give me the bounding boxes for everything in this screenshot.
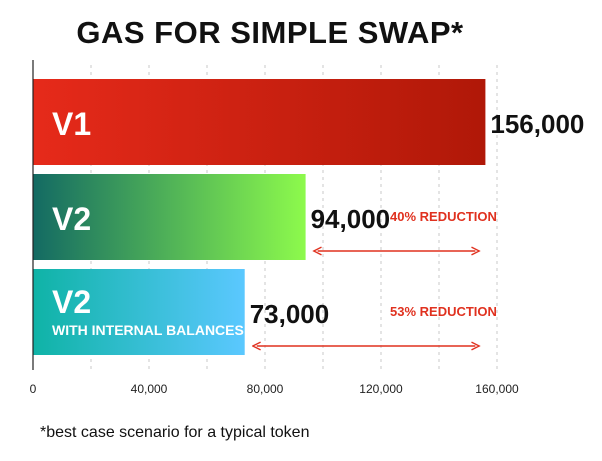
x-tick-label: 0 xyxy=(30,382,37,396)
value-label: 156,000 xyxy=(490,109,584,139)
x-tick-label: 160,000 xyxy=(475,382,519,396)
bars-layer xyxy=(33,79,486,355)
footnote: *best case scenario for a typical token xyxy=(40,424,310,441)
bar-0 xyxy=(33,79,486,165)
x-tick-label: 40,000 xyxy=(131,382,168,396)
category-label: V1 xyxy=(52,106,91,142)
x-axis: 0 40,000 80,000 120,000 160,000 xyxy=(30,60,519,396)
bar-1 xyxy=(33,174,306,260)
bar-2 xyxy=(33,269,245,355)
value-label: 94,000 xyxy=(311,204,391,234)
chart-title: GAS FOR SIMPLE SWAP* xyxy=(76,15,464,50)
value-label: 73,000 xyxy=(250,299,330,329)
category-label: V2 xyxy=(52,201,91,237)
reduction-label: 53% REDUCTION xyxy=(390,304,497,319)
reduction-label: 40% REDUCTION xyxy=(390,209,497,224)
labels-layer: V1 156,000 V2 94,000 V2 WITH INTERNAL BALANCE… xyxy=(52,106,584,338)
annotations-layer: 40% REDUCTION 53% REDUCTION xyxy=(257,209,497,346)
x-tick-label: 80,000 xyxy=(247,382,284,396)
x-tick-label: 120,000 xyxy=(359,382,403,396)
category-label: V2 xyxy=(52,284,91,320)
category-sublabel: WITH INTERNAL BALANCES xyxy=(52,322,244,338)
